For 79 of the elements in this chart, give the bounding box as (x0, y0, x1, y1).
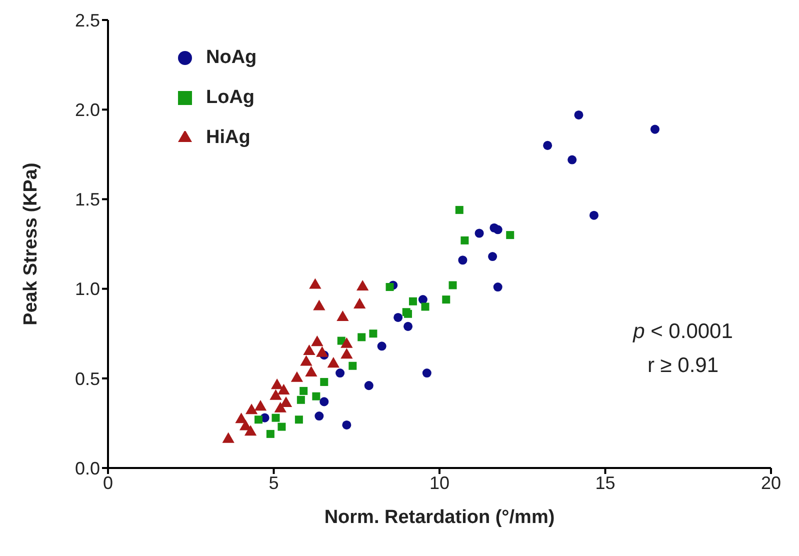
point (336, 368, 345, 378)
point (272, 414, 280, 422)
point (294, 416, 303, 424)
point (506, 231, 514, 240)
y-tick-label: 1.0 (74, 279, 100, 300)
point (296, 396, 305, 404)
x-tick-label: 5 (268, 472, 279, 493)
point (408, 297, 417, 306)
point (274, 402, 286, 412)
point (314, 412, 324, 421)
point (222, 432, 234, 443)
point (270, 389, 282, 400)
point (278, 422, 286, 431)
point (493, 282, 502, 292)
point (327, 357, 340, 368)
point (377, 342, 386, 351)
point (568, 155, 577, 164)
point (300, 355, 312, 366)
legend-label: NoAg (206, 47, 257, 68)
x-tick-label: 10 (429, 472, 450, 493)
legend-label: LoAg (206, 87, 255, 108)
point (313, 300, 326, 310)
point (364, 381, 374, 390)
point (348, 362, 357, 370)
point (270, 378, 284, 390)
point (342, 420, 352, 430)
point (254, 400, 267, 411)
point (340, 337, 353, 348)
point (245, 404, 258, 414)
annotation: r ≥ 0.91 (646, 354, 720, 378)
point (312, 392, 320, 400)
point (340, 348, 353, 359)
y-axis-title: Peak Stress (KPa) (20, 162, 42, 326)
y-tick-label: 0.0 (74, 458, 100, 478)
point (488, 252, 498, 262)
point (309, 278, 322, 289)
point (290, 371, 304, 382)
point (422, 368, 432, 378)
point (320, 397, 329, 406)
point (303, 344, 316, 356)
point (650, 124, 660, 134)
point (474, 228, 484, 238)
legend-label: HiAg (206, 127, 250, 148)
point (354, 298, 366, 308)
point (394, 312, 403, 322)
point (455, 206, 464, 214)
x-tick-label: 20 (760, 472, 782, 493)
annotation: p < 0.0001 (632, 320, 734, 344)
point (356, 280, 369, 291)
point (300, 386, 308, 395)
point (254, 416, 262, 424)
point (460, 236, 469, 244)
point (403, 322, 413, 331)
y-tick-label: 2.5 (74, 10, 100, 30)
point (278, 384, 290, 394)
y-tick-label: 1.5 (74, 190, 100, 210)
point (589, 210, 598, 220)
x-tick-label: 15 (595, 472, 616, 493)
point (336, 310, 349, 321)
point (493, 225, 502, 234)
point (369, 330, 378, 338)
point (358, 333, 366, 342)
point (421, 302, 430, 311)
point (316, 346, 328, 357)
point (244, 425, 257, 436)
x-axis-title: Norm. Retardation (°/mm) (324, 507, 555, 528)
point (574, 110, 584, 120)
point (266, 430, 274, 438)
point (311, 336, 324, 346)
point (543, 140, 552, 150)
y-tick-label: 2.0 (74, 100, 100, 120)
point (386, 283, 394, 292)
point (442, 296, 450, 304)
point (458, 256, 468, 265)
point (320, 378, 328, 386)
x-tick-label: 0 (102, 472, 114, 493)
point (305, 366, 318, 377)
point (448, 281, 457, 290)
y-tick-label: 0.5 (74, 368, 100, 389)
